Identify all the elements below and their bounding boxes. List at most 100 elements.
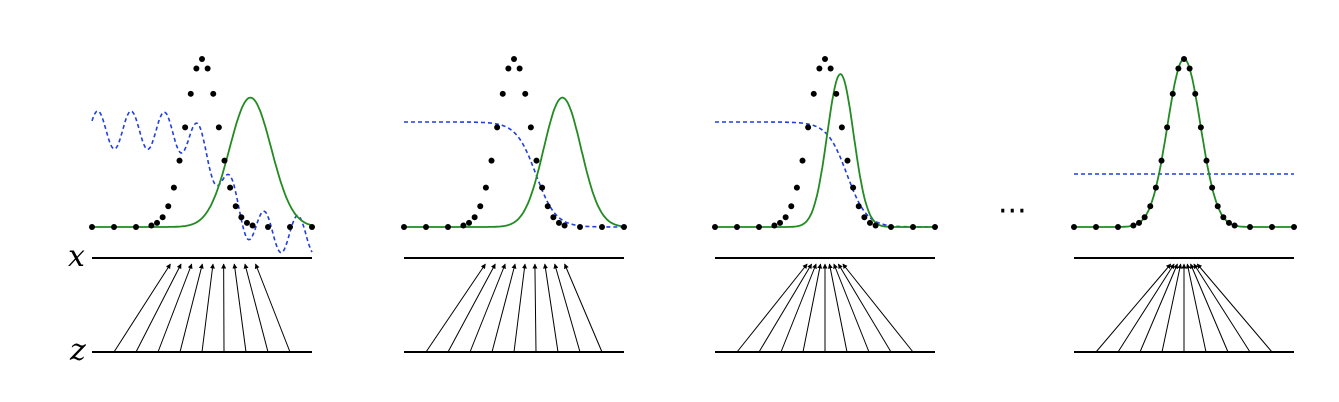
data-point: [516, 65, 523, 72]
mapping-arrows: [736, 263, 914, 353]
data-point: [170, 184, 177, 191]
mapping-arrow: [833, 263, 870, 353]
mapping-arrow: [1139, 263, 1178, 353]
data-point: [756, 224, 762, 230]
data-point: [621, 224, 627, 230]
mapping-arrow: [243, 263, 269, 353]
data-point: [511, 56, 517, 62]
data-point: [712, 224, 718, 230]
data-point: [1158, 157, 1165, 164]
data-point: [1220, 214, 1227, 221]
data-point: [466, 219, 473, 226]
data-point: [855, 203, 862, 210]
data-point: [89, 224, 95, 230]
data-point: [844, 157, 851, 164]
data-distribution-dots: [89, 56, 315, 230]
mapping-arrow: [447, 263, 496, 353]
data-point: [165, 203, 172, 210]
data-point: [287, 224, 293, 230]
data-point: [861, 214, 868, 221]
data-point: [232, 203, 239, 210]
data-point: [527, 124, 534, 131]
mapping-arrow: [758, 263, 813, 353]
mapping-arrow: [1117, 263, 1175, 353]
panel-1: [89, 56, 315, 353]
mapping-arrow: [135, 263, 182, 353]
data-point: [133, 224, 139, 230]
data-point: [522, 90, 529, 97]
data-point: [1175, 65, 1182, 72]
data-distribution-dots: [712, 56, 938, 230]
data-point: [533, 157, 540, 164]
ellipsis-text: ···: [998, 194, 1027, 229]
data-distribution-dots: [1071, 56, 1297, 230]
mapping-arrow: [254, 263, 291, 353]
data-point: [1291, 224, 1297, 230]
data-point: [1225, 219, 1232, 226]
data-point: [1152, 184, 1159, 191]
data-point: [539, 184, 546, 191]
mapping-arrow: [837, 263, 892, 353]
data-point: [1209, 184, 1216, 191]
model-distribution-curve: [92, 96, 313, 228]
mapping-arrow: [736, 263, 808, 353]
data-point: [154, 219, 161, 226]
data-point: [932, 224, 938, 230]
mapping-arrow: [232, 263, 247, 353]
data-point: [494, 124, 501, 131]
mapping-arrow: [1190, 263, 1229, 353]
data-point: [805, 124, 812, 131]
discriminator-curve: [91, 110, 313, 254]
panel-2: [401, 56, 627, 353]
data-point: [838, 124, 845, 131]
data-point: [599, 224, 605, 230]
data-point: [816, 65, 823, 72]
data-point: [1130, 222, 1137, 229]
panel-4: [1071, 56, 1297, 353]
x-axis-label: x: [68, 239, 85, 274]
data-point: [1164, 124, 1171, 131]
data-point: [1203, 157, 1210, 164]
data-point: [243, 219, 250, 226]
data-point: [238, 214, 245, 221]
data-point: [182, 124, 189, 131]
mapping-arrow: [1196, 263, 1273, 353]
data-point: [777, 219, 784, 226]
data-point: [1192, 90, 1199, 97]
data-point: [111, 224, 117, 230]
data-point: [505, 65, 512, 72]
mapping-arrow: [842, 263, 914, 353]
data-point: [1247, 224, 1253, 230]
data-point: [1071, 224, 1077, 230]
mapping-arrow: [802, 263, 823, 353]
data-point: [471, 214, 478, 221]
mapping-arrows: [113, 263, 291, 353]
data-point: [810, 90, 817, 97]
mapping-arrow: [113, 263, 171, 353]
data-point: [1115, 224, 1121, 230]
data-point: [176, 157, 183, 164]
data-point: [401, 224, 407, 230]
data-point: [445, 224, 451, 230]
data-point: [1093, 224, 1099, 230]
data-point: [159, 214, 166, 221]
data-point: [550, 214, 557, 221]
data-point: [204, 65, 211, 72]
mapping-arrow: [542, 263, 559, 353]
data-point: [1231, 222, 1238, 229]
data-point: [423, 224, 429, 230]
mapping-arrow: [564, 263, 603, 353]
data-point: [215, 124, 222, 131]
model-distribution-curve: [715, 73, 935, 228]
data-point: [888, 224, 894, 230]
data-point: [1197, 124, 1204, 131]
data-point: [872, 222, 879, 229]
mapping-arrow: [425, 263, 486, 353]
panel-3: [712, 56, 938, 353]
data-point: [199, 56, 205, 62]
model-distribution-curve: [404, 96, 625, 228]
data-point: [734, 224, 740, 230]
data-point: [1214, 203, 1221, 210]
data-point: [488, 157, 495, 164]
